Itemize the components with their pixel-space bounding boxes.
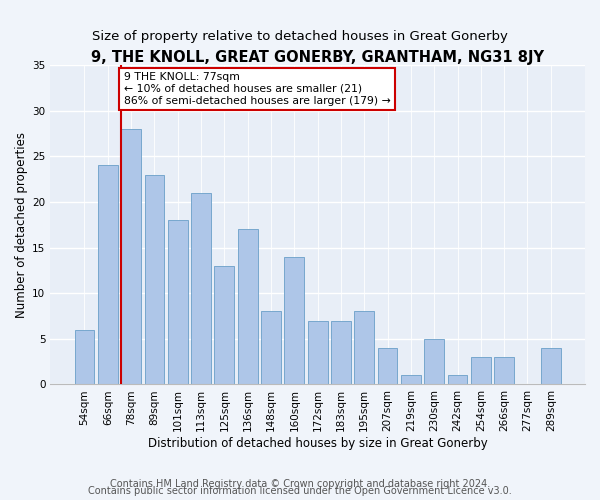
Bar bbox=[541, 348, 560, 385]
Bar bbox=[214, 266, 234, 384]
Bar bbox=[401, 376, 421, 384]
Y-axis label: Number of detached properties: Number of detached properties bbox=[15, 132, 28, 318]
Bar bbox=[168, 220, 188, 384]
Text: 9 THE KNOLL: 77sqm
← 10% of detached houses are smaller (21)
86% of semi-detache: 9 THE KNOLL: 77sqm ← 10% of detached hou… bbox=[124, 72, 390, 106]
Bar bbox=[98, 166, 118, 384]
Bar bbox=[238, 230, 257, 384]
Bar bbox=[448, 376, 467, 384]
Bar bbox=[74, 330, 94, 384]
Bar bbox=[121, 129, 141, 384]
Bar bbox=[284, 256, 304, 384]
Text: Size of property relative to detached houses in Great Gonerby: Size of property relative to detached ho… bbox=[92, 30, 508, 43]
Bar bbox=[424, 339, 444, 384]
Bar bbox=[145, 174, 164, 384]
Title: 9, THE KNOLL, GREAT GONERBY, GRANTHAM, NG31 8JY: 9, THE KNOLL, GREAT GONERBY, GRANTHAM, N… bbox=[91, 50, 544, 65]
Bar bbox=[261, 312, 281, 384]
Text: Contains public sector information licensed under the Open Government Licence v3: Contains public sector information licen… bbox=[88, 486, 512, 496]
Bar bbox=[331, 320, 351, 384]
Bar bbox=[494, 357, 514, 384]
Text: Contains HM Land Registry data © Crown copyright and database right 2024.: Contains HM Land Registry data © Crown c… bbox=[110, 479, 490, 489]
Bar bbox=[308, 320, 328, 384]
Bar bbox=[377, 348, 397, 385]
Bar bbox=[471, 357, 491, 384]
Bar bbox=[191, 193, 211, 384]
X-axis label: Distribution of detached houses by size in Great Gonerby: Distribution of detached houses by size … bbox=[148, 437, 488, 450]
Bar bbox=[355, 312, 374, 384]
